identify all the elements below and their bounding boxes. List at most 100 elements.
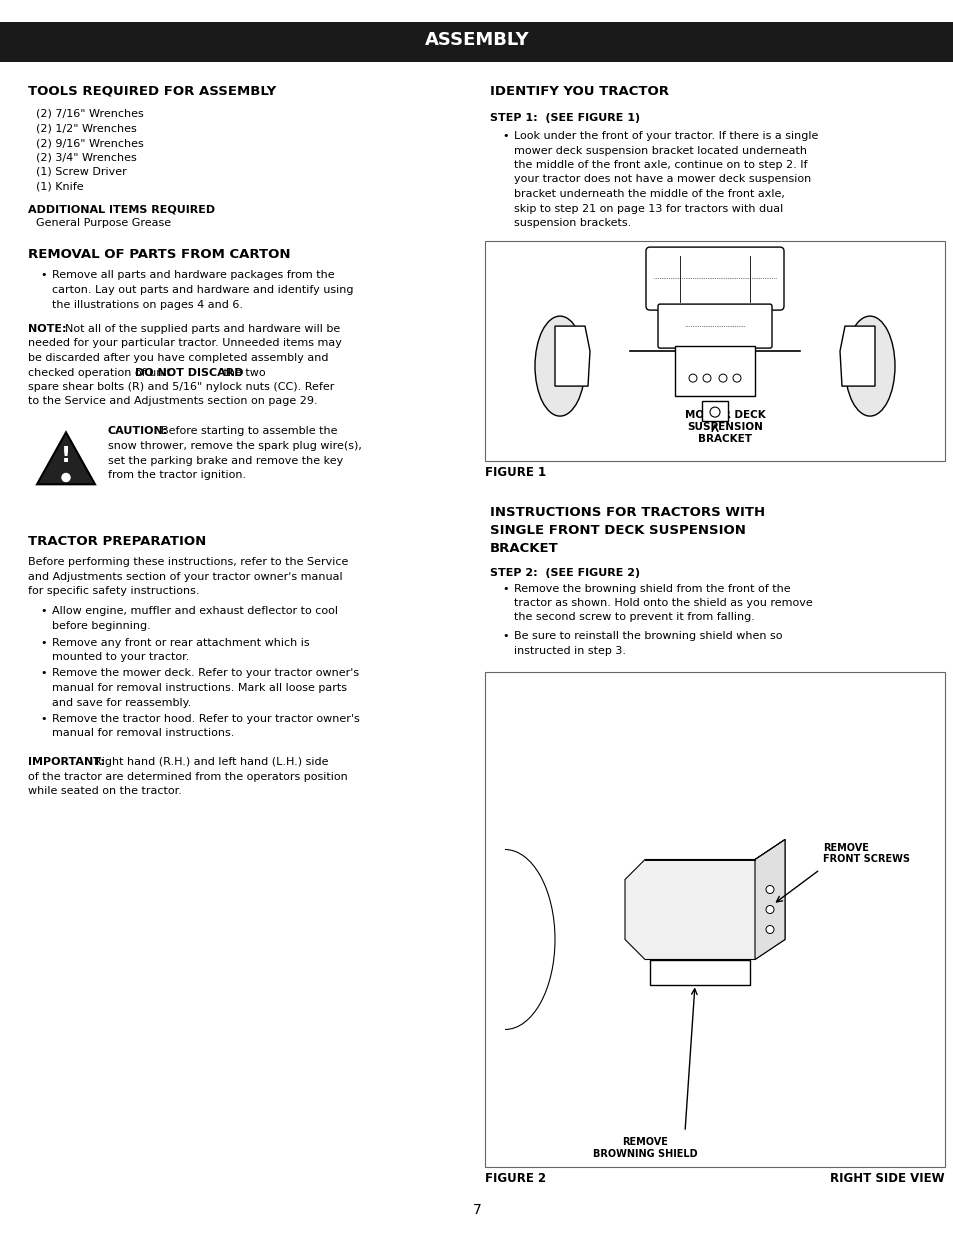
Text: REMOVE
FRONT SCREWS: REMOVE FRONT SCREWS	[822, 844, 909, 864]
Polygon shape	[37, 432, 95, 484]
Text: Remove all parts and hardware packages from the: Remove all parts and hardware packages f…	[52, 270, 335, 280]
Text: Right hand (R.H.) and left hand (L.H.) side: Right hand (R.H.) and left hand (L.H.) s…	[94, 757, 328, 767]
Text: •: •	[501, 583, 508, 594]
Text: carton. Lay out parts and hardware and identify using: carton. Lay out parts and hardware and i…	[52, 285, 354, 295]
Circle shape	[702, 374, 710, 382]
Text: tractor as shown. Hold onto the shield as you remove: tractor as shown. Hold onto the shield a…	[514, 598, 812, 608]
Text: !: !	[61, 446, 71, 466]
Text: manual for removal instructions.: manual for removal instructions.	[52, 729, 234, 739]
Text: suspension brackets.: suspension brackets.	[514, 219, 631, 228]
Text: mounted to your tractor.: mounted to your tractor.	[52, 652, 190, 662]
Circle shape	[732, 374, 740, 382]
FancyBboxPatch shape	[484, 672, 944, 1167]
Text: be discarded after you have completed assembly and: be discarded after you have completed as…	[28, 353, 328, 363]
Text: and Adjustments section of your tractor owner's manual: and Adjustments section of your tractor …	[28, 572, 342, 582]
Text: •: •	[40, 668, 47, 678]
Text: from the tractor ignition.: from the tractor ignition.	[108, 471, 246, 480]
Text: Be sure to reinstall the browning shield when so: Be sure to reinstall the browning shield…	[514, 631, 781, 641]
Text: REMOVAL OF PARTS FROM CARTON: REMOVAL OF PARTS FROM CARTON	[28, 248, 291, 262]
Text: ADDITIONAL ITEMS REQUIRED: ADDITIONAL ITEMS REQUIRED	[28, 204, 214, 214]
Circle shape	[709, 408, 720, 417]
Text: snow thrower, remove the spark plug wire(s),: snow thrower, remove the spark plug wire…	[108, 441, 361, 451]
Text: •: •	[40, 606, 47, 616]
Text: TRACTOR PREPARATION: TRACTOR PREPARATION	[28, 535, 206, 548]
Text: checked operation of unit.: checked operation of unit.	[28, 368, 178, 378]
Text: spare shear bolts (R) and 5/16" nylock nuts (CC). Refer: spare shear bolts (R) and 5/16" nylock n…	[28, 382, 334, 391]
Text: DO NOT DISCARD: DO NOT DISCARD	[135, 368, 243, 378]
Text: INSTRUCTIONS FOR TRACTORS WITH: INSTRUCTIONS FOR TRACTORS WITH	[490, 505, 764, 519]
Circle shape	[765, 885, 773, 893]
Text: Remove the tractor hood. Refer to your tractor owner's: Remove the tractor hood. Refer to your t…	[52, 714, 359, 724]
Text: •: •	[501, 631, 508, 641]
Text: NOTE:: NOTE:	[28, 324, 67, 333]
Text: to the Service and Adjustments section on page 29.: to the Service and Adjustments section o…	[28, 396, 317, 406]
Text: for specific safety instructions.: for specific safety instructions.	[28, 585, 199, 597]
Text: STEP 2:  (SEE FIGURE 2): STEP 2: (SEE FIGURE 2)	[490, 568, 639, 578]
Text: (1) Screw Driver: (1) Screw Driver	[36, 167, 127, 177]
Text: STEP 1:  (SEE FIGURE 1): STEP 1: (SEE FIGURE 1)	[490, 112, 639, 124]
FancyBboxPatch shape	[658, 304, 771, 348]
FancyBboxPatch shape	[675, 346, 754, 396]
Text: Before starting to assemble the: Before starting to assemble the	[161, 426, 337, 436]
Text: 7: 7	[472, 1203, 481, 1216]
Circle shape	[765, 925, 773, 934]
Text: set the parking brake and remove the key: set the parking brake and remove the key	[108, 456, 343, 466]
Text: of the tractor are determined from the operators position: of the tractor are determined from the o…	[28, 772, 348, 782]
Text: the middle of the front axle, continue on to step 2. If: the middle of the front axle, continue o…	[514, 161, 806, 170]
Circle shape	[765, 905, 773, 914]
Text: SINGLE FRONT DECK SUSPENSION: SINGLE FRONT DECK SUSPENSION	[490, 524, 745, 536]
Text: Remove the mower deck. Refer to your tractor owner's: Remove the mower deck. Refer to your tra…	[52, 668, 358, 678]
Polygon shape	[649, 960, 749, 984]
Circle shape	[688, 374, 697, 382]
Text: bracket underneath the middle of the front axle,: bracket underneath the middle of the fro…	[514, 189, 784, 199]
Text: •: •	[40, 714, 47, 724]
Text: Look under the front of your tractor. If there is a single: Look under the front of your tractor. If…	[514, 131, 818, 141]
Circle shape	[62, 473, 70, 482]
Text: REMOVE
BROWNING SHIELD: REMOVE BROWNING SHIELD	[592, 1137, 697, 1158]
Text: the two: the two	[220, 368, 265, 378]
Text: Before performing these instructions, refer to the Service: Before performing these instructions, re…	[28, 557, 348, 567]
Text: mower deck suspension bracket located underneath: mower deck suspension bracket located un…	[514, 146, 806, 156]
Text: (1) Knife: (1) Knife	[36, 182, 84, 191]
Text: skip to step 21 on page 13 for tractors with dual: skip to step 21 on page 13 for tractors …	[514, 204, 782, 214]
Text: before beginning.: before beginning.	[52, 621, 151, 631]
Ellipse shape	[844, 316, 894, 416]
FancyBboxPatch shape	[0, 22, 953, 62]
Text: and save for reassembly.: and save for reassembly.	[52, 698, 191, 708]
Text: Remove any front or rear attachment which is: Remove any front or rear attachment whic…	[52, 637, 310, 647]
Text: General Purpose Grease: General Purpose Grease	[36, 219, 171, 228]
Text: MOWER DECK
SUSPENSION
BRACKET: MOWER DECK SUSPENSION BRACKET	[684, 410, 764, 443]
Text: •: •	[501, 131, 508, 141]
Text: ASSEMBLY: ASSEMBLY	[424, 31, 529, 49]
Polygon shape	[624, 840, 784, 960]
Text: (2) 9/16" Wrenches: (2) 9/16" Wrenches	[36, 138, 144, 148]
Text: (2) 7/16" Wrenches: (2) 7/16" Wrenches	[36, 109, 144, 119]
Ellipse shape	[535, 316, 584, 416]
FancyBboxPatch shape	[701, 401, 727, 421]
Text: •: •	[40, 270, 47, 280]
Text: the second screw to prevent it from falling.: the second screw to prevent it from fall…	[514, 613, 754, 622]
Polygon shape	[754, 840, 784, 960]
Text: RIGHT SIDE VIEW: RIGHT SIDE VIEW	[829, 1172, 944, 1186]
Text: instructed in step 3.: instructed in step 3.	[514, 646, 625, 656]
Text: Allow engine, muffler and exhaust deflector to cool: Allow engine, muffler and exhaust deflec…	[52, 606, 337, 616]
Text: (2) 3/4" Wrenches: (2) 3/4" Wrenches	[36, 152, 136, 163]
Text: while seated on the tractor.: while seated on the tractor.	[28, 785, 182, 797]
Text: your tractor does not have a mower deck suspension: your tractor does not have a mower deck …	[514, 174, 810, 184]
Text: IMPORTANT:: IMPORTANT:	[28, 757, 105, 767]
Polygon shape	[555, 326, 589, 387]
Text: manual for removal instructions. Mark all loose parts: manual for removal instructions. Mark al…	[52, 683, 347, 693]
Text: Not all of the supplied parts and hardware will be: Not all of the supplied parts and hardwa…	[65, 324, 340, 333]
Text: the illustrations on pages 4 and 6.: the illustrations on pages 4 and 6.	[52, 300, 243, 310]
Text: TOOLS REQUIRED FOR ASSEMBLY: TOOLS REQUIRED FOR ASSEMBLY	[28, 85, 276, 98]
Circle shape	[719, 374, 726, 382]
Text: (2) 1/2" Wrenches: (2) 1/2" Wrenches	[36, 124, 136, 133]
Text: IDENTIFY YOU TRACTOR: IDENTIFY YOU TRACTOR	[490, 85, 668, 98]
Text: FIGURE 1: FIGURE 1	[484, 466, 545, 478]
Polygon shape	[840, 326, 874, 387]
FancyBboxPatch shape	[484, 241, 944, 461]
Text: BRACKET: BRACKET	[490, 541, 558, 555]
Text: CAUTION:: CAUTION:	[108, 426, 168, 436]
Text: FIGURE 2: FIGURE 2	[484, 1172, 545, 1186]
Text: Remove the browning shield from the front of the: Remove the browning shield from the fron…	[514, 583, 790, 594]
